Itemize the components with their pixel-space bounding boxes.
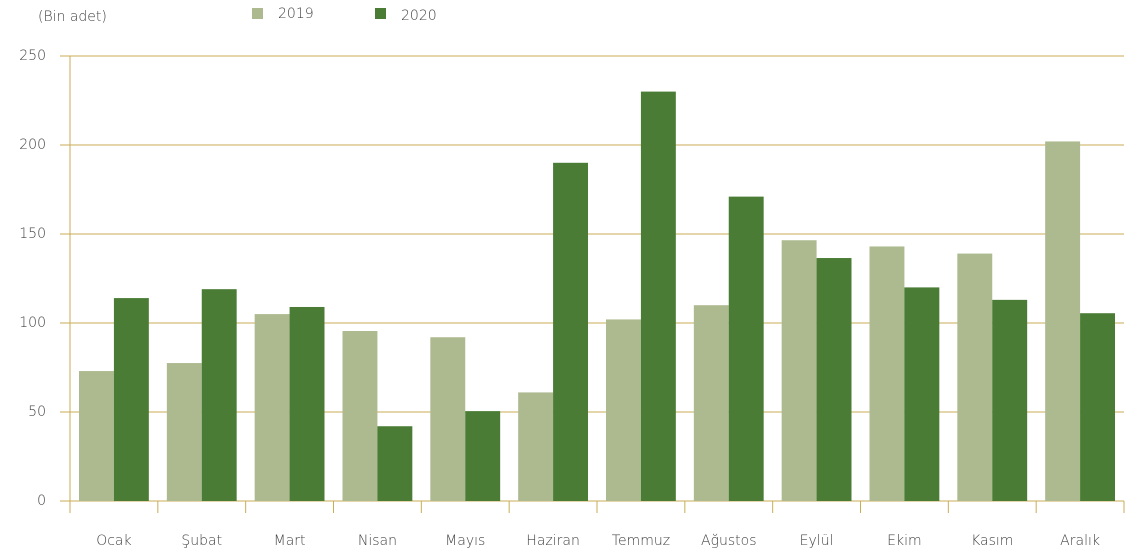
x-tick-label: Eylül bbox=[800, 533, 834, 549]
bar bbox=[640, 91, 676, 501]
bar bbox=[553, 162, 588, 502]
bar bbox=[1080, 313, 1115, 501]
bar bbox=[992, 299, 1028, 501]
legend-label: 2020 bbox=[401, 8, 437, 24]
y-tick-label: 0 bbox=[37, 493, 46, 509]
bar bbox=[201, 289, 237, 501]
bar bbox=[693, 305, 729, 501]
x-tick-label: Ekim bbox=[887, 533, 921, 549]
bar bbox=[606, 319, 641, 501]
x-tick-label: Temmuz bbox=[612, 533, 670, 549]
bar bbox=[816, 258, 852, 501]
x-tick-label: Mayıs bbox=[445, 533, 485, 549]
unit-label: (Bin adet) bbox=[38, 9, 107, 25]
bar bbox=[377, 426, 413, 501]
x-tick-label: Haziran bbox=[526, 533, 580, 549]
bar bbox=[166, 363, 202, 501]
bar bbox=[113, 298, 149, 501]
bar bbox=[79, 371, 114, 501]
bar bbox=[904, 287, 940, 501]
y-tick-label: 200 bbox=[19, 137, 46, 153]
y-tick-label: 150 bbox=[19, 226, 46, 242]
legend-swatch bbox=[375, 8, 386, 19]
legend-label: 2019 bbox=[278, 6, 314, 22]
x-tick-label: Kasım bbox=[971, 533, 1013, 549]
bar bbox=[289, 306, 325, 501]
bar bbox=[957, 253, 993, 501]
bar bbox=[781, 240, 817, 502]
x-tick-label: Ağustos bbox=[701, 533, 757, 549]
bar bbox=[1045, 141, 1081, 501]
y-tick-label: 50 bbox=[28, 404, 46, 420]
bar bbox=[869, 246, 905, 501]
bar bbox=[254, 314, 290, 501]
y-tick-label: 250 bbox=[19, 48, 46, 64]
legend-swatch bbox=[252, 8, 263, 19]
x-tick-label: Ocak bbox=[96, 533, 131, 549]
x-tick-label: Mart bbox=[274, 533, 306, 549]
bar bbox=[518, 392, 554, 501]
y-tick-label: 100 bbox=[19, 315, 46, 331]
x-tick-label: Aralık bbox=[1060, 533, 1100, 549]
bar bbox=[430, 337, 466, 501]
x-tick-label: Şubat bbox=[181, 533, 222, 549]
bar bbox=[465, 411, 501, 501]
x-tick-label: Nisan bbox=[358, 533, 397, 549]
bar bbox=[728, 196, 764, 501]
bar bbox=[342, 331, 378, 501]
